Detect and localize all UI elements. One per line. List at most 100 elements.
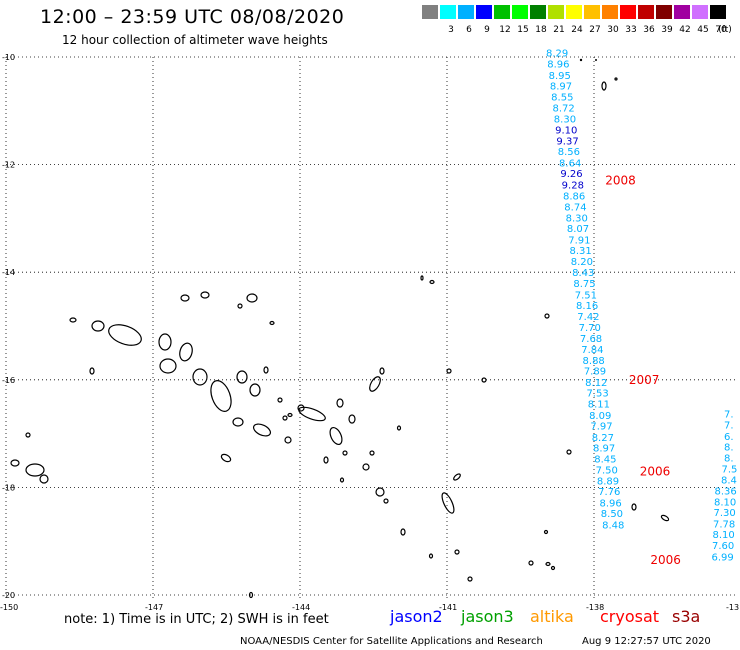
island [396, 425, 402, 431]
island [220, 453, 232, 463]
wave-height-value: 8.96 [547, 59, 569, 70]
wave-height-value: 7.78 [713, 519, 735, 530]
island [528, 560, 534, 566]
island [369, 450, 375, 456]
island [545, 561, 551, 567]
wave-height-value: 8. [724, 453, 734, 464]
island [298, 406, 326, 422]
latitude-tick-label: -10 [2, 53, 15, 62]
island [237, 303, 243, 309]
island [323, 456, 329, 464]
island [192, 368, 208, 386]
island [369, 376, 381, 392]
wave-height-value: 8.72 [553, 104, 575, 115]
satellite-name: s3a [672, 607, 701, 626]
satellite-name: jason2 [390, 607, 443, 626]
island [467, 576, 473, 582]
legend-swatch [530, 5, 546, 19]
island [69, 317, 77, 323]
wave-height-value: 9.28 [562, 181, 584, 192]
island [269, 320, 275, 326]
legend-swatch [566, 5, 582, 19]
wave-height-value: 8.16 [576, 301, 598, 312]
island [236, 370, 248, 384]
island [108, 324, 142, 346]
wave-height-value: 7.5 [722, 465, 738, 476]
longitude-tick-label: -150 [0, 603, 18, 612]
island [400, 528, 406, 536]
generated-timestamp: Aug 9 12:27:57 UTC 2020 [582, 636, 711, 647]
wave-height-value: 6.99 [712, 552, 734, 563]
island [277, 397, 283, 403]
legend-label: 39 [661, 25, 673, 35]
legend-label: 36 [643, 25, 655, 35]
legend-swatch [638, 5, 654, 19]
wave-height-value: 8.10 [714, 497, 736, 508]
legend-swatch [458, 5, 474, 19]
wave-height-value: 8.97 [593, 444, 615, 455]
legend-label: 30 [607, 25, 619, 35]
wave-height-value: 8.10 [713, 530, 735, 541]
legend-unit: (ft) [718, 25, 732, 35]
wave-height-value: 7.97 [590, 422, 612, 433]
legend-swatch [620, 5, 636, 19]
longitude-tick-label: -138 [586, 603, 604, 612]
island [39, 474, 49, 484]
island [428, 553, 434, 559]
legend-swatch [674, 5, 690, 19]
wave-height-track: 8.298.968.958.978.558.728.309.109.378.56… [546, 49, 737, 567]
island [454, 549, 460, 555]
longitude-tick-label: -144 [292, 603, 310, 612]
satellite-name: altika [530, 607, 574, 626]
island [89, 367, 95, 375]
island [287, 412, 293, 418]
island [446, 368, 452, 374]
wave-height-value: 8.20 [571, 257, 593, 268]
satellite-name: cryosat [600, 607, 660, 626]
wave-height-value: 8.55 [551, 92, 573, 103]
wave-height-value: 8.64 [559, 158, 581, 169]
wave-height-value: 7.70 [579, 323, 601, 334]
wave-height-value: 8.97 [550, 82, 572, 93]
credit-line: NOAA/NESDIS Center for Satellite Applica… [240, 636, 543, 647]
legend-swatch [584, 5, 600, 19]
island [336, 398, 344, 408]
latitude-tick-label: -14 [2, 268, 15, 277]
longitude-tick-label: -147 [145, 603, 163, 612]
wave-height-value: 8.48 [602, 521, 624, 532]
wave-height-value: 8.89 [597, 476, 619, 487]
wave-height-value: 8.95 [549, 71, 571, 82]
page-title: 12:00 – 23:59 UTC 08/08/2020 [40, 6, 345, 28]
island [481, 377, 487, 383]
pass-time-label: 2007 [629, 373, 660, 387]
island [91, 320, 105, 332]
latitude-tick-label: -20 [2, 591, 15, 600]
wave-height-value: 8.12 [585, 378, 607, 389]
legend-swatch [710, 5, 726, 19]
island [383, 498, 389, 504]
pass-time-label: 2006 [650, 553, 681, 567]
track-dot [595, 59, 597, 61]
island [544, 313, 550, 319]
wave-height-value: 7.76 [598, 487, 620, 498]
wave-height-value: 8.74 [564, 203, 586, 214]
wave-height-value: 9.10 [555, 126, 577, 137]
island [375, 487, 385, 497]
wave-height-value: 8. [724, 443, 734, 454]
satellite-name: jason3 [461, 607, 514, 626]
wave-height-value: 8.96 [600, 498, 622, 509]
wave-height-value: 7.42 [577, 312, 599, 323]
wave-height-value: 8.29 [546, 49, 568, 60]
island [543, 529, 549, 535]
legend-label: 3 [448, 25, 454, 35]
legend-label: 24 [571, 25, 583, 35]
island [660, 514, 670, 522]
wave-height-value: 6. [724, 432, 734, 443]
island [282, 415, 288, 421]
legend-label: 33 [625, 25, 637, 35]
longitude-tick-label: -141 [439, 603, 457, 612]
wave-height-value: 8.27 [592, 433, 614, 444]
island [614, 77, 618, 81]
wave-height-value: 9.37 [556, 136, 578, 147]
